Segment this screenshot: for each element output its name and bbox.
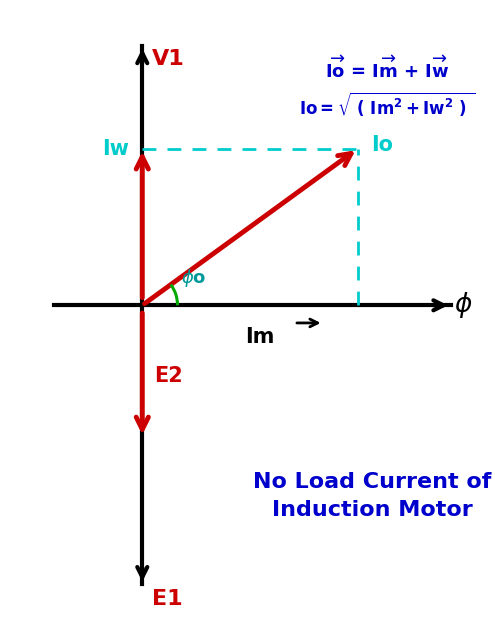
Text: No Load Current of
Induction Motor: No Load Current of Induction Motor [253,472,492,520]
Text: Iw: Iw [101,139,129,159]
Text: $\phi$o: $\phi$o [182,267,207,289]
Text: $\overrightarrow{\mathbf{Io}}$ = $\overrightarrow{\mathbf{Im}}$ + $\overrightarr: $\overrightarrow{\mathbf{Io}}$ = $\overr… [325,55,449,82]
Text: Im: Im [245,327,275,347]
Text: E2: E2 [154,366,183,386]
Text: $\phi$: $\phi$ [454,291,472,320]
Text: E1: E1 [152,589,183,609]
Text: $\mathbf{Io = \sqrt{\ (\ Im^2 + Iw^2\ )\ }}$: $\mathbf{Io = \sqrt{\ (\ Im^2 + Iw^2\ )\… [299,90,475,118]
Text: Io: Io [371,134,394,155]
Text: V1: V1 [152,49,185,68]
